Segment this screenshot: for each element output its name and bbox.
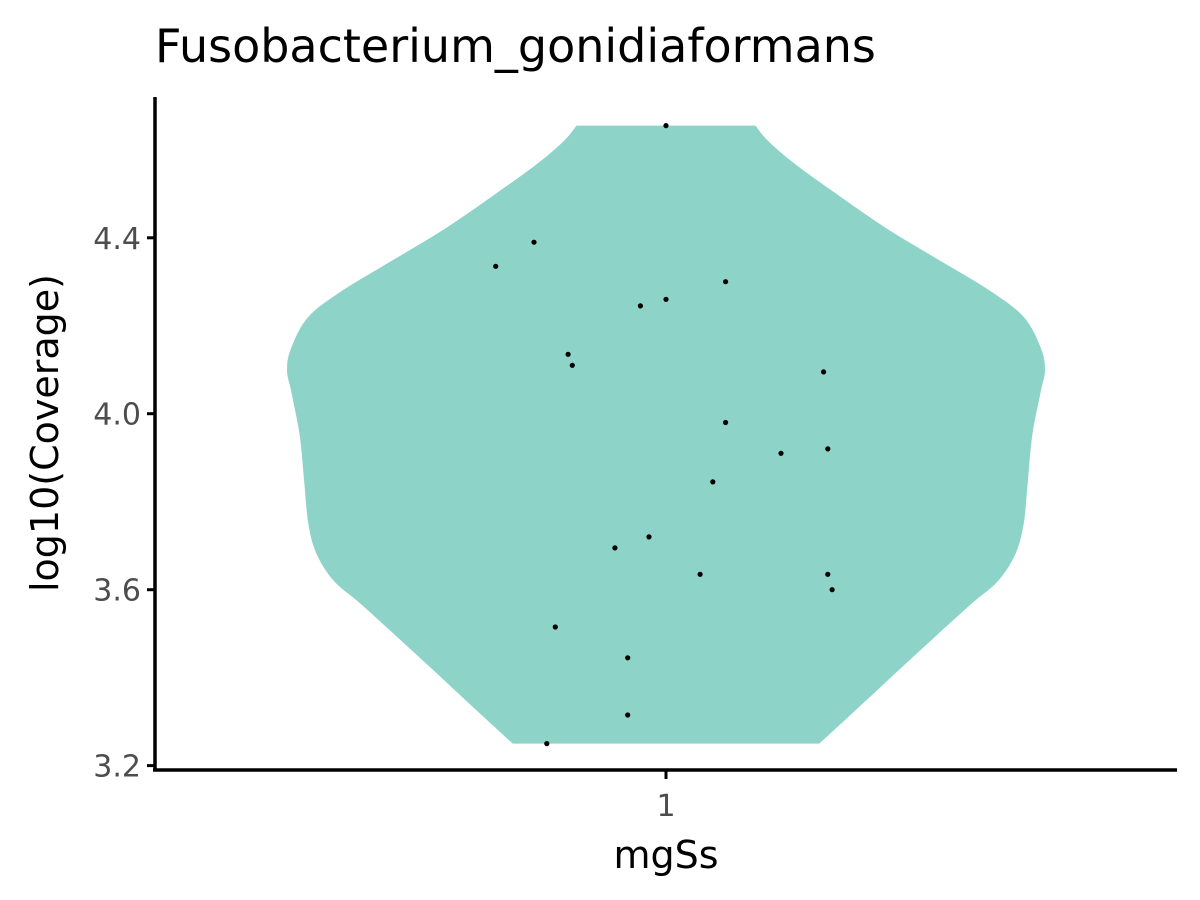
data-point-1 [663,123,669,129]
y-axis-label: log10(Coverage) [23,274,67,592]
data-point-21 [625,712,631,718]
data-point-18 [829,587,835,593]
y-axis-ticks: 3.2 3.6 4.0 4.4 [93,222,155,785]
chart-title: Fusobacterium_gonidiaformans [155,19,876,73]
data-point-14 [646,534,652,540]
x-axis-label: mgSs [613,833,718,877]
data-point-13 [710,479,716,485]
data-point-11 [825,446,831,452]
data-point-17 [825,571,831,577]
data-point-7 [565,351,571,357]
data-point-15 [612,545,618,551]
violin-shape [287,125,1045,744]
y-tick-label-3.2: 3.2 [93,750,141,785]
data-point-8 [569,362,575,368]
data-point-22 [544,741,550,747]
y-tick-label-4.0: 4.0 [93,398,141,433]
data-point-16 [697,571,703,577]
y-tick-label-4.4: 4.4 [93,222,141,257]
data-point-5 [663,296,669,302]
data-point-4 [723,279,729,285]
data-point-9 [821,369,827,375]
x-tick-label-1: 1 [656,789,675,824]
y-tick-label-3.6: 3.6 [93,574,141,609]
data-point-2 [531,239,537,245]
data-point-6 [637,303,644,309]
x-axis-ticks: 1 [656,770,676,824]
data-point-10 [723,419,729,426]
plot-area [287,123,1045,747]
data-point-19 [552,624,558,630]
data-point-20 [625,655,631,661]
data-point-3 [493,263,499,269]
data-point-12 [778,450,784,456]
